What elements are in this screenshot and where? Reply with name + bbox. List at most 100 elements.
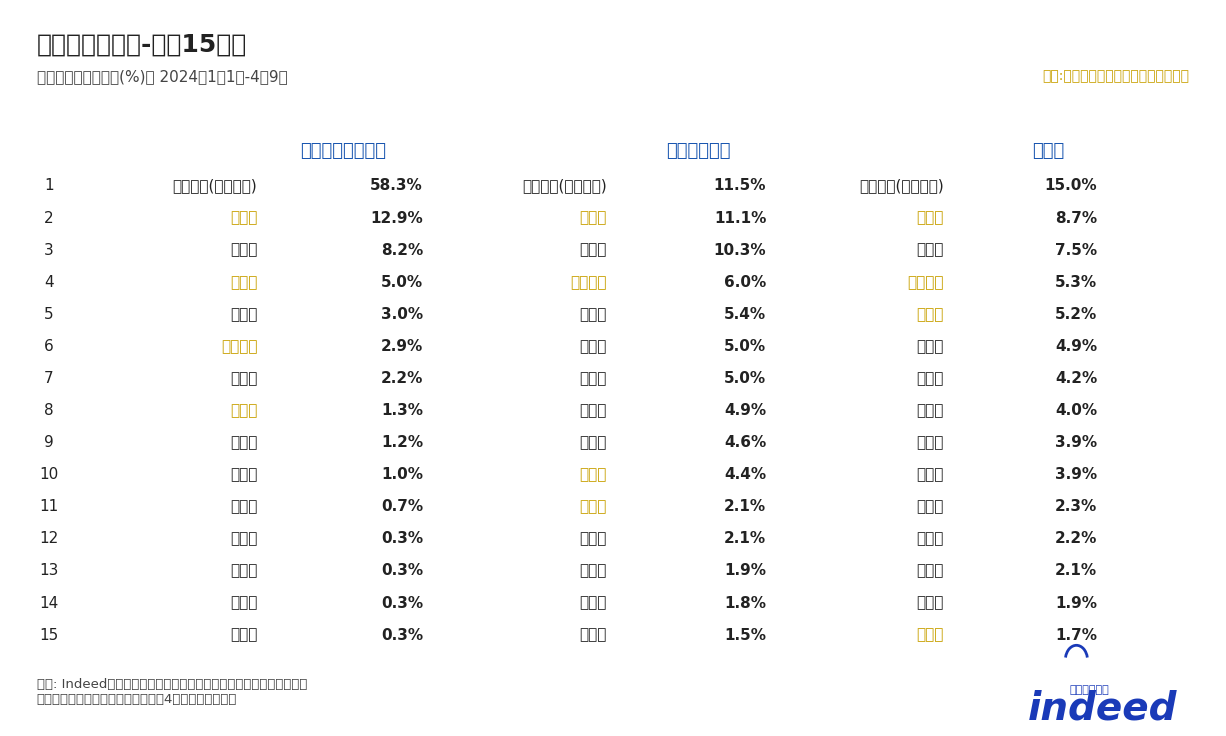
Text: 神奈川県: 神奈川県 — [570, 275, 607, 290]
Text: 千葉県: 千葉県 — [917, 435, 944, 450]
Text: 指定なし(ブランク): 指定なし(ブランク) — [859, 178, 944, 194]
Text: 4.2%: 4.2% — [1056, 371, 1097, 386]
Text: 2.1%: 2.1% — [1056, 564, 1097, 578]
Text: 京都府: 京都府 — [230, 403, 257, 418]
Text: 7: 7 — [44, 371, 54, 386]
Text: 5.2%: 5.2% — [1056, 307, 1097, 322]
Text: 茨城県: 茨城県 — [230, 628, 257, 643]
Text: 福岡県: 福岡県 — [580, 307, 607, 322]
Text: 15.0%: 15.0% — [1045, 178, 1097, 194]
Text: 兵庫県: 兵庫県 — [580, 403, 607, 418]
Text: 3.9%: 3.9% — [1056, 467, 1097, 482]
Text: 茨城県: 茨城県 — [917, 531, 944, 546]
Text: 愛知県: 愛知県 — [230, 275, 257, 290]
Text: 北海道: 北海道 — [230, 435, 257, 450]
Text: 宮城県: 宮城県 — [917, 564, 944, 578]
Text: 8: 8 — [44, 403, 54, 418]
Text: 北海道: 北海道 — [917, 403, 944, 418]
Text: 2: 2 — [44, 210, 54, 225]
Text: 1.7%: 1.7% — [1056, 628, 1097, 643]
Text: インディード: インディード — [1070, 685, 1110, 696]
Text: 千葉県: 千葉県 — [580, 371, 607, 386]
Text: 東京都: 東京都 — [230, 210, 257, 225]
Text: 10: 10 — [39, 467, 59, 482]
Text: 6.0%: 6.0% — [725, 275, 766, 290]
Text: ライドシェア検索: ライドシェア検索 — [300, 142, 386, 160]
Text: 1.9%: 1.9% — [725, 564, 766, 578]
Text: 東京都: 東京都 — [580, 210, 607, 225]
Text: 2.1%: 2.1% — [725, 531, 766, 546]
Text: 58.3%: 58.3% — [370, 178, 423, 194]
Text: 神奈川県: 神奈川県 — [907, 275, 944, 290]
Text: 福岡県: 福岡県 — [230, 499, 257, 514]
Text: 神奈川県: 神奈川県 — [221, 339, 257, 354]
Text: 埼玉県: 埼玉県 — [580, 339, 607, 354]
Text: 4: 4 — [44, 275, 54, 290]
Text: 5.3%: 5.3% — [1056, 275, 1097, 290]
Text: 0.3%: 0.3% — [381, 531, 423, 546]
Text: 2.9%: 2.9% — [381, 339, 423, 354]
Text: 4.9%: 4.9% — [1056, 339, 1097, 354]
Text: 1.2%: 1.2% — [381, 435, 423, 450]
Text: 宮城県: 宮城県 — [580, 595, 607, 611]
Text: 兵庫県: 兵庫県 — [230, 467, 257, 482]
Text: 5.4%: 5.4% — [725, 307, 766, 322]
Text: 黄色:一部導入地域が決まった都道府県: 黄色:一部導入地域が決まった都道府県 — [1042, 69, 1189, 83]
Text: 大阪府: 大阪府 — [230, 243, 257, 258]
Text: 13: 13 — [39, 564, 59, 578]
Text: 1.8%: 1.8% — [725, 595, 766, 611]
Text: 埼玉県: 埼玉県 — [230, 307, 257, 322]
Text: 兵庫県: 兵庫県 — [917, 467, 944, 482]
Text: 5: 5 — [44, 307, 54, 322]
Text: 2.2%: 2.2% — [380, 371, 423, 386]
Text: 2.3%: 2.3% — [1056, 499, 1097, 514]
Text: 0.3%: 0.3% — [381, 628, 423, 643]
Text: 広島県: 広島県 — [917, 595, 944, 611]
Text: 5.0%: 5.0% — [725, 339, 766, 354]
Text: 大阪府: 大阪府 — [917, 243, 944, 258]
Text: 4.0%: 4.0% — [1056, 403, 1097, 418]
Text: 4.6%: 4.6% — [725, 435, 766, 450]
Text: 1.5%: 1.5% — [725, 628, 766, 643]
Text: 茨城県: 茨城県 — [580, 564, 607, 578]
Text: 8.2%: 8.2% — [381, 243, 423, 258]
Text: 3.9%: 3.9% — [1056, 435, 1097, 450]
Text: 9: 9 — [44, 435, 54, 450]
Text: 沖縄県: 沖縄県 — [580, 628, 607, 643]
Text: 静岡県: 静岡県 — [230, 531, 257, 546]
Text: 8.7%: 8.7% — [1056, 210, 1097, 225]
Text: 出所: Indeed。それぞれ検索先割合が大きい順に都道府県をソート。
黄色は一部の地域で導入が決まった4都道府県を示す。: 出所: Indeed。それぞれ検索先割合が大きい順に都道府県をソート。 黄色は一… — [37, 678, 308, 706]
Text: 検索先都道府県割合(%)、 2024年1月1日-4月9日: 検索先都道府県割合(%)、 2024年1月1日-4月9日 — [37, 69, 288, 84]
Text: 指定なし(ブランク): 指定なし(ブランク) — [522, 178, 607, 194]
Text: 0.3%: 0.3% — [381, 564, 423, 578]
Text: 全検索: 全検索 — [1032, 142, 1064, 160]
Text: 千葉県: 千葉県 — [230, 371, 257, 386]
Text: 北海道: 北海道 — [580, 435, 607, 450]
Text: 京都府: 京都府 — [917, 628, 944, 643]
Text: 5.0%: 5.0% — [381, 275, 423, 290]
Text: 福岡県: 福岡県 — [917, 371, 944, 386]
Text: 東京都: 東京都 — [917, 210, 944, 225]
Text: 静岡県: 静岡県 — [917, 499, 944, 514]
Text: 0.7%: 0.7% — [381, 499, 423, 514]
Text: 0.3%: 0.3% — [381, 595, 423, 611]
Text: 11: 11 — [39, 499, 59, 514]
Text: 10.3%: 10.3% — [714, 243, 766, 258]
Text: 3.0%: 3.0% — [381, 307, 423, 322]
Text: 12: 12 — [39, 531, 59, 546]
Text: 6: 6 — [44, 339, 54, 354]
Text: 4.9%: 4.9% — [725, 403, 766, 418]
Text: 京都府: 京都府 — [580, 499, 607, 514]
Text: 7.5%: 7.5% — [1056, 243, 1097, 258]
Text: 1.0%: 1.0% — [381, 467, 423, 482]
Text: 広島県: 広島県 — [230, 564, 257, 578]
Text: 11.1%: 11.1% — [714, 210, 766, 225]
Text: 12.9%: 12.9% — [370, 210, 423, 225]
Text: 埼玉県: 埼玉県 — [917, 339, 944, 354]
Text: 2.1%: 2.1% — [725, 499, 766, 514]
Text: 愛知県: 愛知県 — [580, 467, 607, 482]
Text: 2.2%: 2.2% — [1054, 531, 1097, 546]
Text: 5.0%: 5.0% — [725, 371, 766, 386]
Text: 14: 14 — [39, 595, 59, 611]
Text: 大阪府: 大阪府 — [580, 243, 607, 258]
